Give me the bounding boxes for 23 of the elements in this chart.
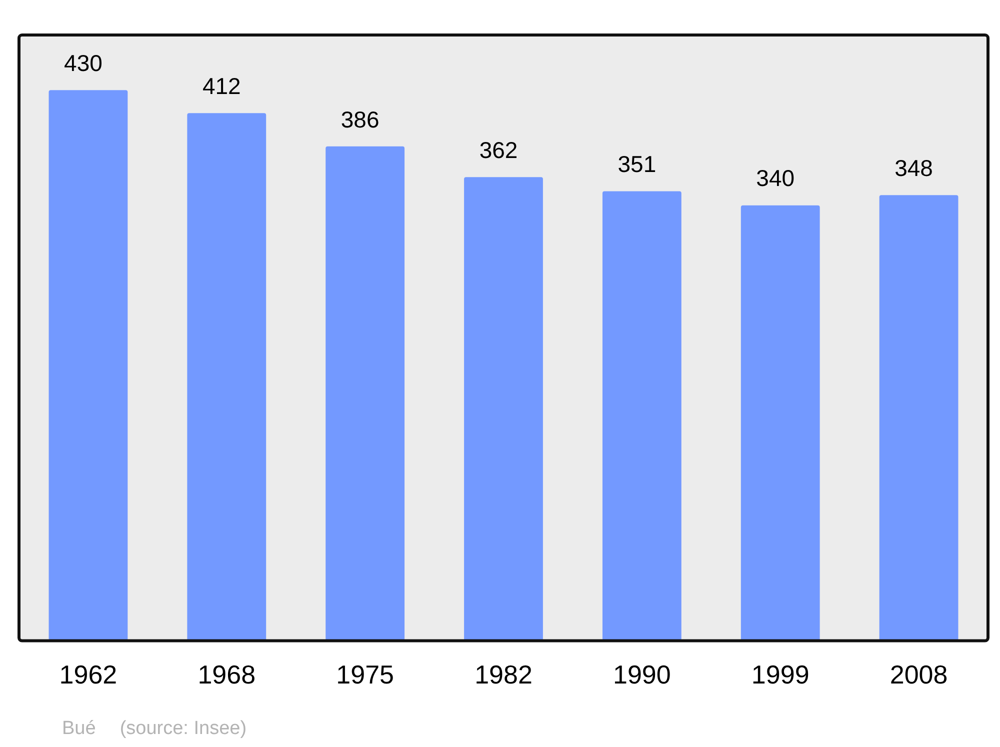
bar [740, 205, 820, 641]
text: Bué [62, 718, 96, 739]
data-label: 386 [340, 106, 380, 132]
x-tick-label: 1982 [474, 660, 532, 690]
bar [48, 90, 128, 641]
bar [187, 113, 266, 641]
bar [326, 146, 405, 641]
text: (source: Insee) [120, 718, 247, 739]
bar [464, 177, 543, 641]
data-label: 351 [618, 151, 656, 178]
data-label: 412 [202, 72, 241, 99]
data-label: 430 [64, 50, 102, 76]
x-tick-label: 1968 [198, 660, 256, 690]
bar [602, 191, 682, 641]
x-tick-label: 1999 [751, 660, 810, 690]
x-tick-label: 1975 [336, 660, 394, 690]
x-tick-label: 1990 [613, 660, 671, 690]
data-label: 362 [479, 137, 518, 164]
data-label: 340 [756, 165, 795, 192]
bar [879, 195, 958, 641]
x-tick-label: 1962 [59, 660, 118, 690]
x-tick-label: 2008 [890, 660, 948, 690]
data-label: 348 [894, 154, 933, 181]
